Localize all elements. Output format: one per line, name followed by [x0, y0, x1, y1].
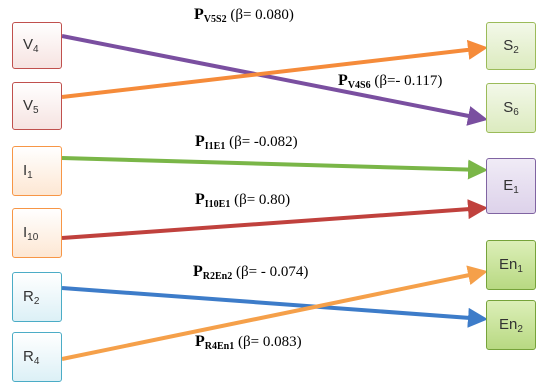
- node-en2-label: En2: [499, 315, 523, 335]
- path-label-pv5s2: PV5S2 (β= 0.080): [194, 6, 294, 25]
- node-v4: V4: [12, 22, 62, 69]
- path-label-pr2en2: PR2En2 (β= - 0.074): [193, 263, 309, 282]
- node-i1: I1: [12, 146, 62, 196]
- node-s2: S2: [486, 22, 536, 70]
- node-v5: V5: [12, 82, 62, 130]
- path-label-pv4s6: PV4S6 (β=- 0.117): [338, 72, 443, 91]
- arrow-i10-e1: [61, 199, 488, 240]
- path-label-pi10e1: PI10E1 (β= 0.80): [195, 191, 291, 210]
- node-e1: E1: [486, 158, 536, 214]
- node-e1-label: E1: [503, 176, 519, 196]
- node-en1-label: En1: [499, 255, 523, 275]
- node-i10-label: I10: [23, 223, 39, 243]
- node-r4: R4: [12, 332, 62, 382]
- node-en1: En1: [486, 240, 536, 290]
- node-r4-label: R4: [23, 347, 40, 367]
- node-v4-label: V4: [23, 36, 39, 55]
- node-v5-label: V5: [23, 96, 39, 116]
- arrow-v5-s2: [61, 39, 488, 99]
- node-i1-label: I1: [23, 161, 33, 181]
- arrow-r2-en2: [61, 286, 488, 328]
- node-r2: R2: [12, 272, 62, 322]
- node-s6: S6: [486, 83, 536, 133]
- node-r2-label: R2: [23, 287, 40, 307]
- node-en2: En2: [486, 300, 536, 350]
- path-label-pi1e1: PI1E1 (β= -0.082): [195, 133, 298, 152]
- arrow-r4-en1: [61, 265, 488, 361]
- node-i10: I10: [12, 208, 62, 258]
- node-s2-label: S2: [503, 36, 519, 56]
- path-label-pr4en1: PR4En1 (β= 0.083): [195, 333, 302, 352]
- arrow-i1-e1: [61, 156, 488, 180]
- arrow-v4-s6: [61, 34, 488, 126]
- node-s6-label: S6: [503, 98, 519, 118]
